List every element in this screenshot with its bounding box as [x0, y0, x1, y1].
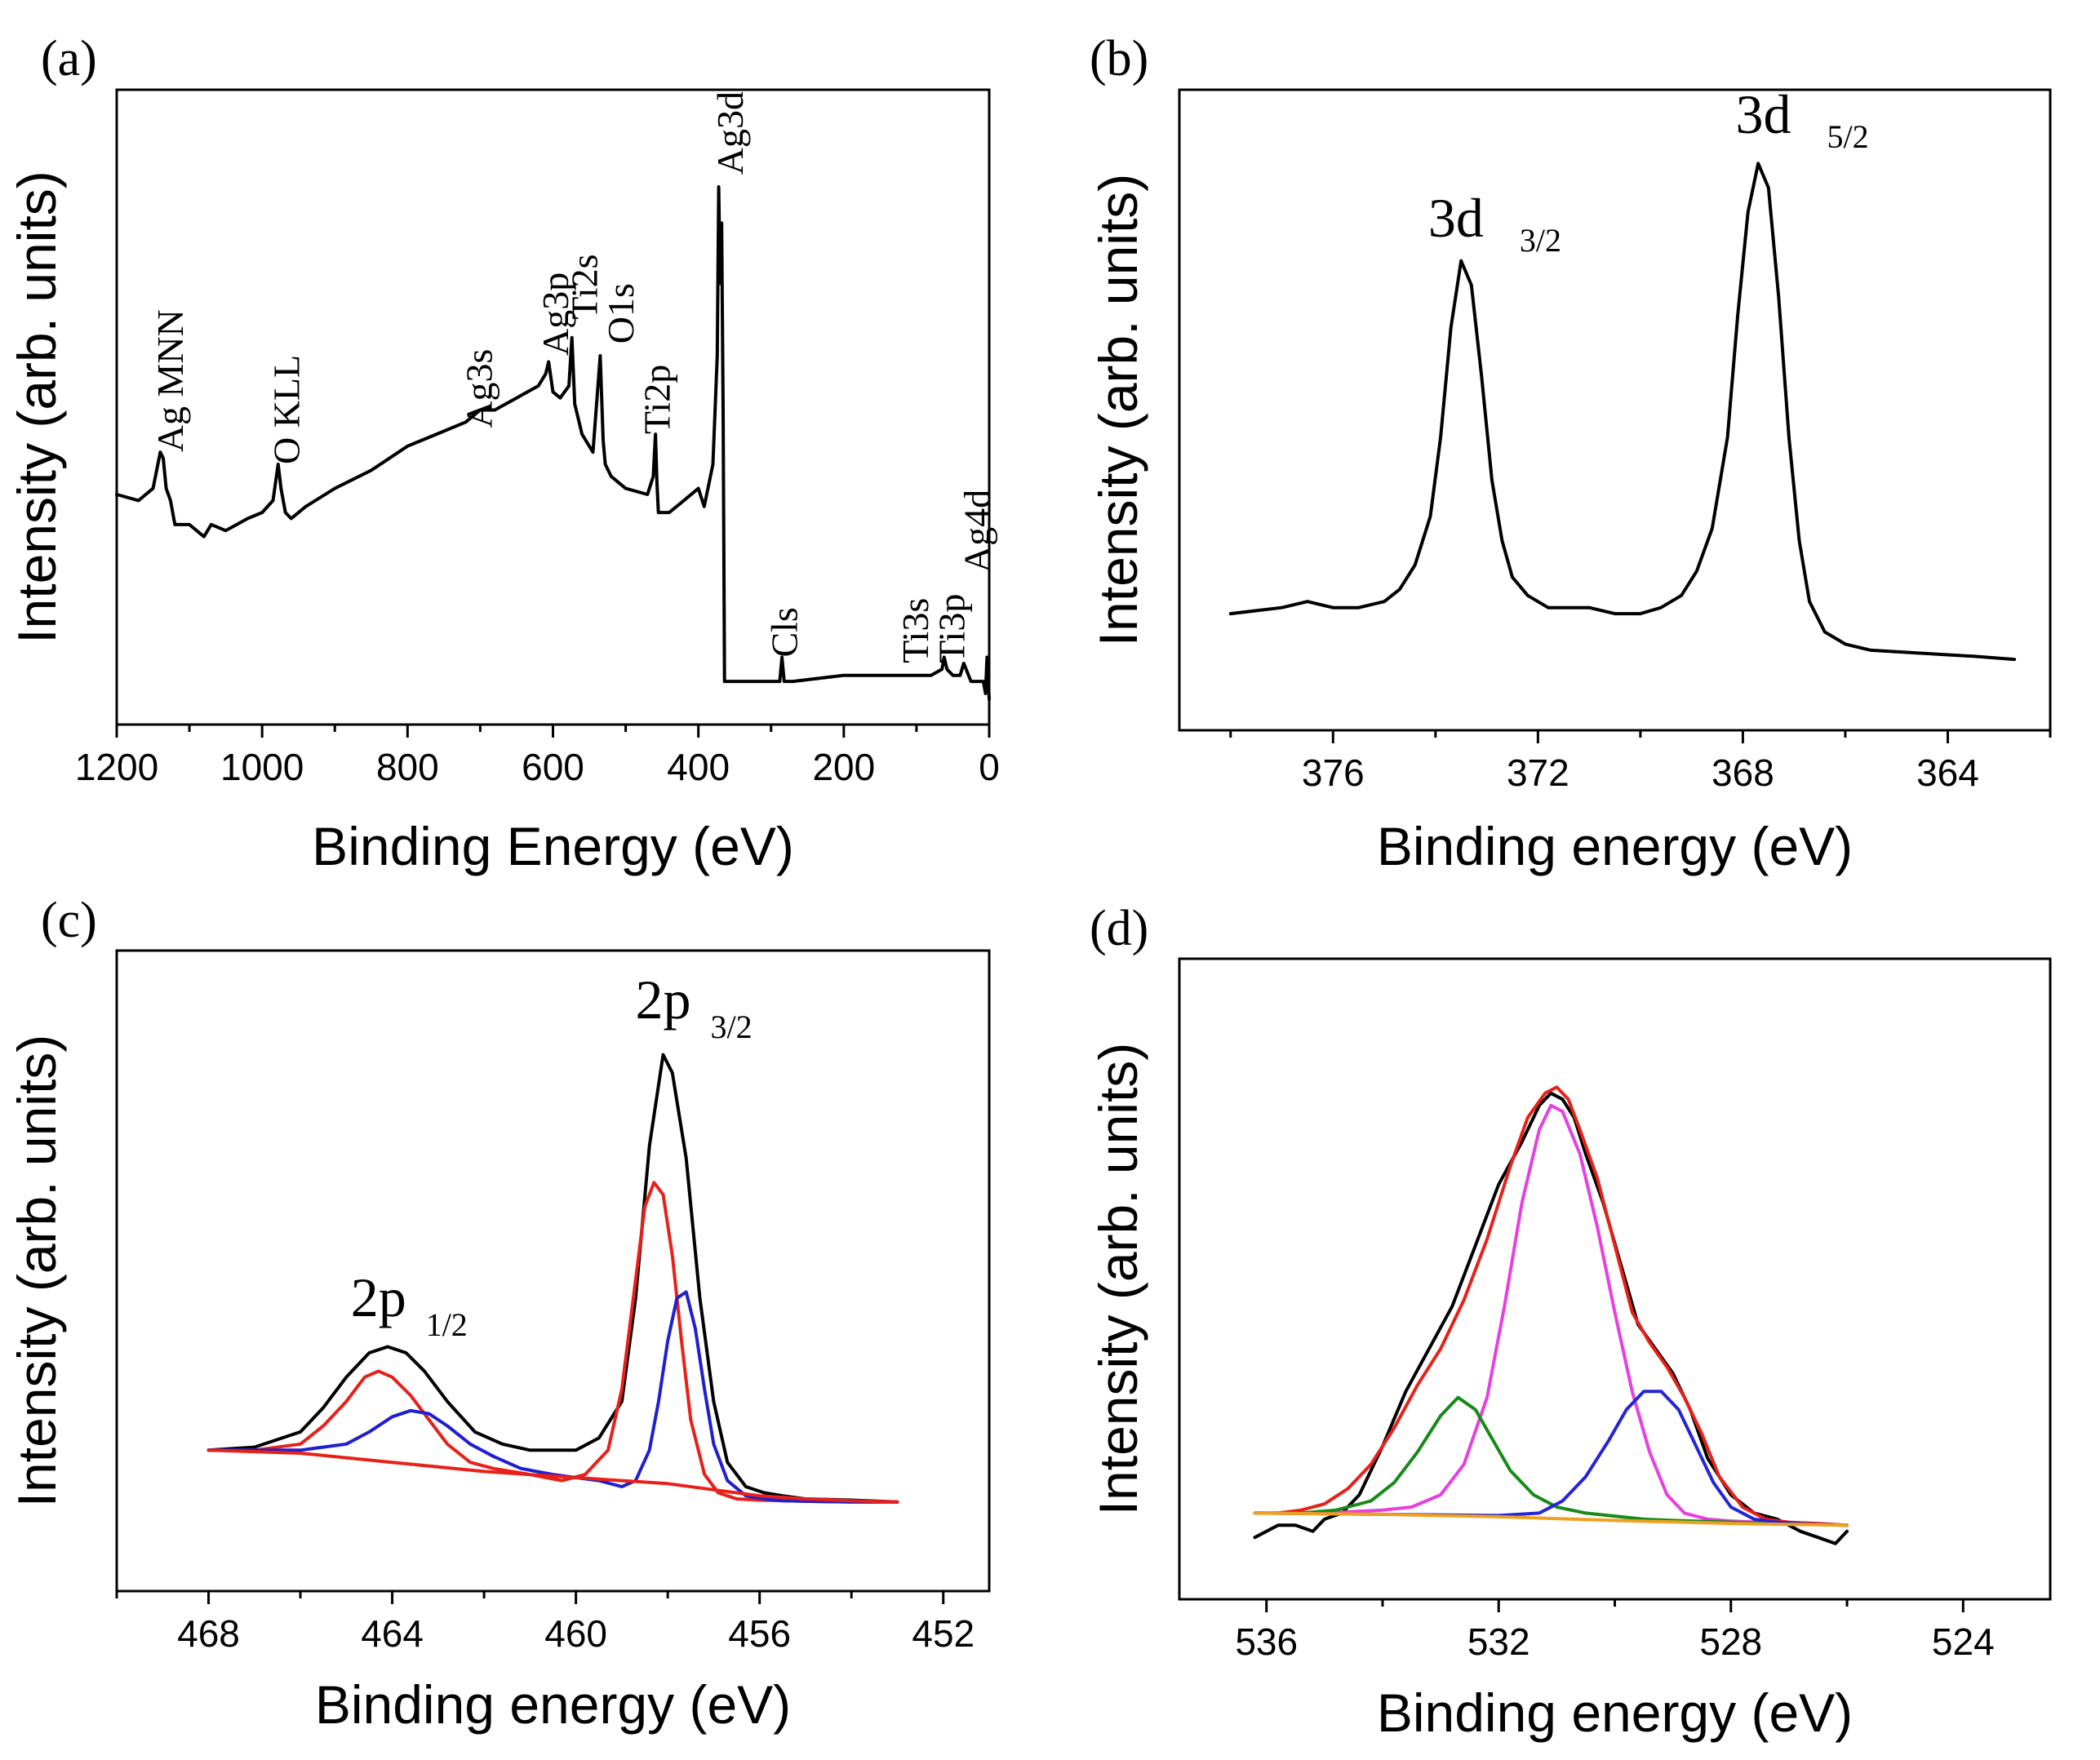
series-line-O-component-1 — [1253, 1103, 1849, 1527]
x-axis-title: Binding Energy (eV) — [312, 816, 794, 876]
x-tick-label: 532 — [1467, 1620, 1530, 1663]
x-tick-label: 0 — [979, 746, 1000, 788]
plot-frame — [115, 949, 991, 1593]
peak-label: O1s — [600, 283, 642, 344]
peak-label: Ag3p — [535, 273, 576, 356]
x-tick-label: 536 — [1235, 1620, 1298, 1663]
peak-label: Ti3s — [895, 598, 936, 663]
y-axis-title: Intensity (arb. units) — [1088, 1043, 1148, 1516]
x-tick-label: 372 — [1507, 751, 1569, 794]
series-line-raw — [1253, 1091, 1849, 1545]
plot-frame — [1178, 88, 2052, 732]
peak-label: Ag4d — [957, 490, 998, 573]
y-axis-title: Intensity (arb. units) — [1088, 174, 1148, 647]
plot-frame — [1178, 957, 2052, 1601]
peak-label: Ti2s — [564, 254, 606, 319]
x-tick-label: 464 — [361, 1612, 424, 1655]
series-line-O-component-3 — [1253, 1390, 1849, 1527]
panel-label: (a) — [41, 31, 97, 86]
peak-label: 3d — [1428, 187, 1484, 249]
x-tick-label: 524 — [1932, 1620, 1995, 1663]
chart-panel-d: 536 532 528 524 Binding energy (eV) Intensity… — [1088, 901, 2052, 1743]
peak-label: Ti3p — [930, 594, 972, 663]
peak-label: 3d — [1736, 83, 1791, 145]
x-axis-title: Binding energy (eV) — [1377, 1682, 1853, 1743]
panel-label: (c) — [41, 893, 97, 948]
peak-label: 2p — [351, 1266, 406, 1328]
series-line-Ti3+ component — [206, 1290, 899, 1504]
peak-label: Ag3d — [709, 91, 751, 175]
series-line-Ag3d — [1228, 162, 2017, 662]
peak-label: Ag MNN — [149, 309, 191, 452]
peak-label-subscript: 1/2 — [426, 1306, 468, 1343]
series-line-fit-envelope — [1253, 1085, 1849, 1527]
chart-panel-c: 468 464 460 456 452 Binding energy (eV) Intens… — [7, 893, 991, 1735]
peak-label: Ag3s — [458, 349, 499, 428]
panel-label: (d) — [1090, 901, 1148, 956]
y-axis-title: Intensity (arb. units) — [7, 171, 67, 644]
x-tick-label: 1200 — [75, 746, 158, 788]
x-axis-title: Binding energy (eV) — [315, 1674, 791, 1735]
x-tick-label: 400 — [667, 746, 730, 788]
x-tick-label: 528 — [1699, 1620, 1762, 1663]
chart-panel-b: 376 372 368 364 Binding energy (eV) Intensity… — [1088, 31, 2052, 876]
x-tick-label: 456 — [728, 1612, 791, 1655]
x-axis-title: Binding energy (eV) — [1377, 816, 1853, 876]
x-tick-label: 1000 — [220, 746, 304, 788]
series-line-survey — [115, 185, 991, 702]
x-tick-label: 600 — [522, 746, 584, 788]
panel-label: (b) — [1090, 31, 1148, 86]
x-tick-label: 460 — [544, 1612, 607, 1655]
series-line-background — [206, 1448, 899, 1504]
y-axis-title: Intensity (arb. units) — [7, 1035, 67, 1508]
peak-label: Ti2p — [637, 365, 678, 434]
x-tick-label: 376 — [1302, 751, 1365, 794]
peak-label: Cls — [764, 607, 806, 657]
peak-label-subscript: 5/2 — [1827, 118, 1869, 155]
peak-label: 2p — [636, 969, 691, 1031]
x-tick-label: 800 — [376, 746, 439, 788]
x-tick-label: 468 — [177, 1612, 240, 1655]
x-tick-label: 452 — [912, 1612, 975, 1655]
peak-label: O KLL — [265, 355, 307, 464]
series-line-fit-envelope — [206, 1053, 899, 1504]
x-tick-label: 364 — [1916, 751, 1979, 794]
chart-panel-a: 1200 1000 800 600 400 200 0 Binding Energy (eV)… — [7, 31, 1000, 876]
x-tick-label: 368 — [1712, 751, 1774, 794]
plot-frame — [115, 88, 991, 726]
x-tick-label: 200 — [812, 746, 875, 788]
series-line-Ti4+ component — [206, 1181, 899, 1504]
peak-label-subscript: 3/2 — [711, 1009, 753, 1045]
peak-label-subscript: 3/2 — [1520, 222, 1561, 259]
series-line-background — [1253, 1511, 1849, 1527]
